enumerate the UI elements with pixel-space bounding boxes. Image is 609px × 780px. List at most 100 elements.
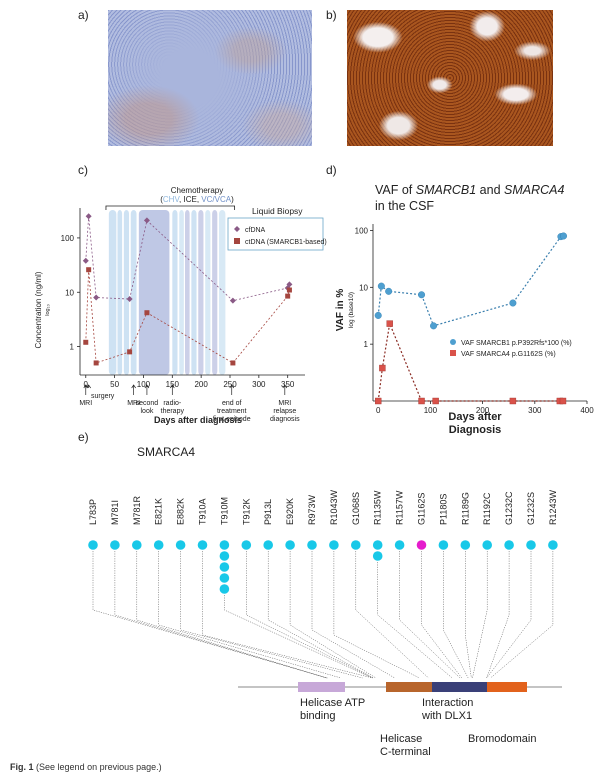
legend-ctdna: ctDNA (SMARCB1-based) [245,239,327,246]
mutation-line [443,551,469,679]
mutation-dot [307,540,317,550]
domain-labels: Helicase ATP binding Helicase C-terminal Int… [300,697,536,758]
mutation-dot [219,540,230,550]
domain-label-line: Helicase [380,733,422,745]
bracket-line [105,205,236,210]
domain-label-line: Bromodomain [468,733,536,745]
panel-c-chart: Chemotherapy (CHV, ICE, VC/VCA) 1 10 100 0 5… [34,186,327,425]
y-tick-label: 1 [364,340,369,349]
smarcb1-point [509,299,517,307]
mutation-line [333,551,420,679]
smarca4-point [379,364,386,372]
regimen-vc: VC/VCA [201,195,231,204]
mutation-label: T912K [241,498,251,525]
x-tick-label: 300 [252,380,266,389]
domain-1 [386,682,432,692]
event-arrowhead [282,384,288,389]
x-tick-label: 100 [137,380,151,389]
event-label-line: therapy [161,408,185,415]
mutation-dot [372,551,383,561]
mutation-label: R1157W [395,490,405,525]
mutation-dot [219,562,230,572]
mutation-line [472,551,488,679]
mutation-dot [110,540,120,550]
mutation-line [180,551,363,679]
y-tick-label: 100 [355,226,369,235]
mutation-dot [416,540,427,550]
domain-label-line: Helicase ATP [300,697,365,709]
event-label-line: surgery [91,393,115,400]
event-label-line: treatment [217,408,247,415]
legend-smarcb1: VAF SMARCB1 p.P392Rfs*100 (%) [461,340,572,347]
mutation-dot [504,540,514,550]
domain-label-line: with DLX1 [421,710,472,722]
ctdna-point [83,339,89,345]
domain-label: Interaction with DLX1 [421,697,473,722]
event-label-line: MRI [278,400,291,407]
therapy-band [219,210,226,375]
therapy-band [198,210,204,375]
smarca4-point [386,320,393,327]
mutation-dot [351,540,361,550]
panel-c-series [82,213,293,366]
mutation-lines [92,551,554,679]
mutation-dot [460,540,471,550]
mutation-dot [132,540,142,550]
smarca4-point [509,397,517,405]
x-tick-label: 0 [84,380,89,389]
mutation-dots [88,540,558,594]
smarcb1-point [385,287,393,295]
domain-0 [298,682,345,692]
cfdna-point [126,296,133,303]
panel-label-d: d) [326,163,337,177]
mutation-label: M781R [132,495,142,525]
micrograph-a [108,10,312,146]
panel-c-xlabel: Days after diagnosis [154,415,242,425]
x-tick-label: 50 [110,380,119,389]
therapy-band [117,210,123,375]
event-arrowhead [144,384,150,389]
mutation-dot [219,573,230,583]
therapy-band [138,210,170,375]
regimen-ice: ICE [184,195,197,204]
y-tick-label: 1 [70,343,75,352]
panel-e-lollipop: SMARCA4 L783P M781I M781R E821K E882K T910A T9… [88,445,562,758]
cfdna-point [229,297,236,304]
mutation-label: R1043W [329,489,339,525]
mutation-dot [394,540,405,550]
mutation-label: R1135W [373,490,383,525]
x-tick-label: 200 [194,380,208,389]
mutation-line [377,562,453,679]
panel-c-ylabel: Concentration (ng/ml) [34,271,43,348]
ctdna-point [144,310,150,316]
mutation-label: G1068S [351,492,361,525]
domain-label: Helicase C-terminal [380,733,431,758]
mutation-line [490,551,554,679]
event-label-line: diagnosis [270,416,300,423]
cfdna-point [85,213,92,220]
mutation-dot [219,551,230,561]
smarca4-point [418,397,425,405]
series-line-0 [85,216,290,302]
micrograph-b [347,10,553,146]
domain-label: Helicase ATP binding [300,697,365,722]
mutation-label: P1180S [438,494,448,525]
therapy-band [108,210,117,375]
mutation-dot [285,540,295,550]
ctdna-point [86,267,92,273]
mutation-line [421,551,462,679]
figure-caption-text: (See legend on previous page.) [36,762,162,772]
smarcb1-point [418,291,426,299]
therapy-title: Chemotherapy [171,186,223,195]
domain-label-line: Interaction [422,697,473,709]
smarcb1-point [374,311,382,319]
mutation-dot [548,540,558,550]
mutation-dot [175,540,186,550]
y-tick-label: 10 [65,288,74,297]
mutation-label: E821K [154,498,164,525]
panel-c-ylabel-sub: log₁₀ [45,304,51,315]
therapy-band [185,210,190,375]
event-label: surgery [91,393,115,400]
event-arrowhead [170,384,175,389]
